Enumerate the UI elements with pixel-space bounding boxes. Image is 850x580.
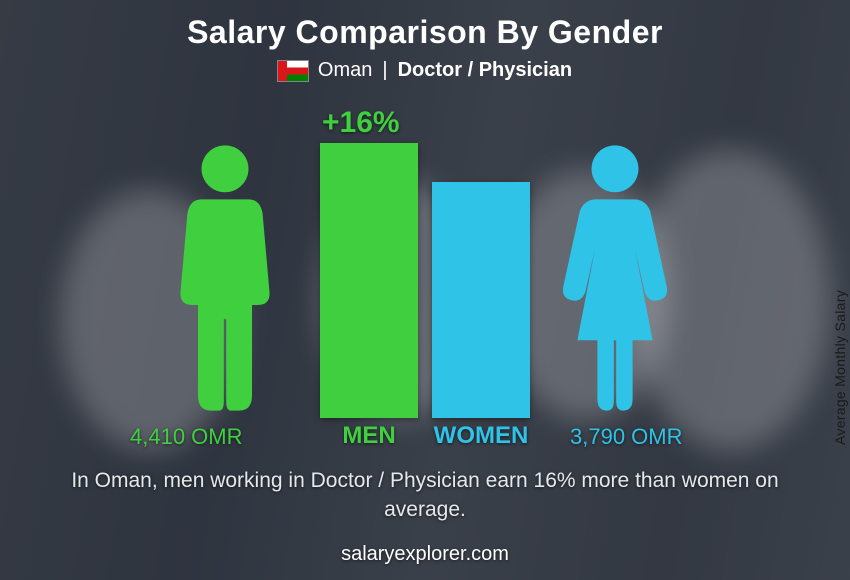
man-icon bbox=[165, 143, 285, 418]
woman-icon bbox=[555, 143, 675, 418]
source-footer: salaryexplorer.com bbox=[0, 543, 850, 566]
salary-comparison-chart: +16% 4,410 OMR MEN WOMEN 3,790 OMR bbox=[0, 100, 850, 460]
profession-label: Doctor / Physician bbox=[398, 59, 573, 82]
separator: | bbox=[382, 59, 387, 82]
country-label: Oman bbox=[318, 59, 372, 82]
women-salary-bar bbox=[432, 182, 530, 418]
oman-flag-icon bbox=[278, 61, 308, 81]
men-bar-label: MEN bbox=[320, 422, 418, 450]
chart-description: In Oman, men working in Doctor / Physici… bbox=[0, 467, 850, 524]
women-bar-label: WOMEN bbox=[432, 422, 530, 450]
men-salary-label: 4,410 OMR bbox=[130, 424, 243, 450]
percent-difference-label: +16% bbox=[322, 106, 400, 140]
subtitle-row: Oman | Doctor / Physician bbox=[0, 59, 850, 82]
men-salary-bar bbox=[320, 143, 418, 418]
page-title: Salary Comparison By Gender bbox=[0, 0, 850, 51]
women-salary-label: 3,790 OMR bbox=[570, 424, 683, 450]
y-axis-label: Average Monthly Salary bbox=[832, 290, 848, 445]
